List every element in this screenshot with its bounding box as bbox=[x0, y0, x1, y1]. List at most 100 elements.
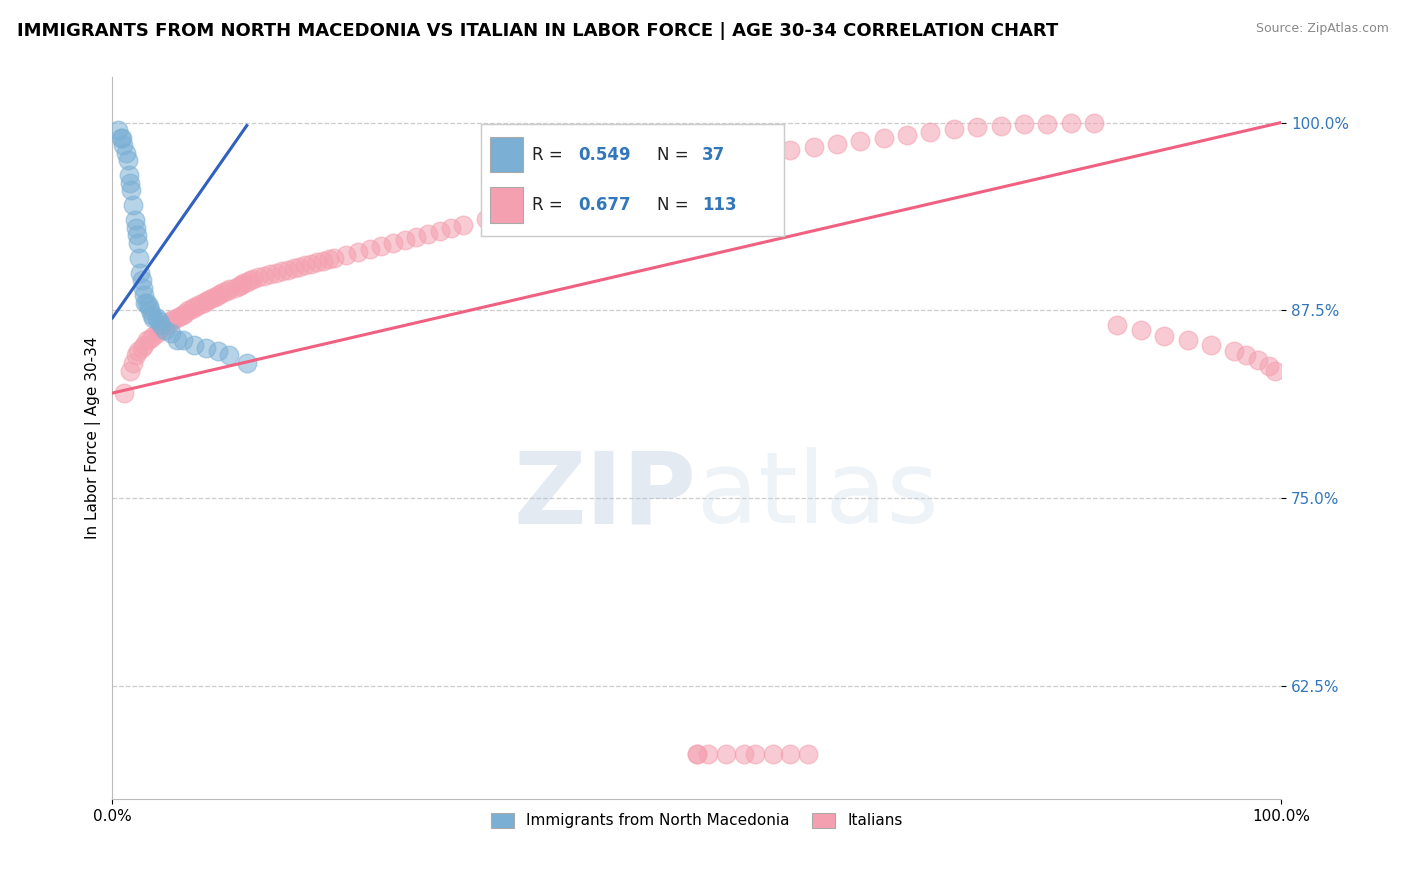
Point bbox=[797, 747, 820, 761]
Point bbox=[236, 275, 259, 289]
Point bbox=[394, 233, 416, 247]
Point bbox=[183, 301, 205, 315]
Point bbox=[416, 227, 439, 241]
Point bbox=[762, 747, 785, 761]
Point bbox=[215, 284, 238, 298]
Point bbox=[755, 145, 778, 160]
Point bbox=[118, 363, 141, 377]
Point bbox=[194, 294, 217, 309]
Point bbox=[499, 205, 522, 219]
Point bbox=[299, 257, 322, 271]
Point bbox=[132, 338, 155, 352]
Point bbox=[207, 288, 229, 302]
Point bbox=[546, 194, 568, 208]
Point bbox=[180, 301, 202, 316]
Point bbox=[172, 334, 194, 348]
Point bbox=[148, 323, 170, 337]
Point bbox=[146, 326, 169, 340]
Point bbox=[166, 310, 188, 325]
Point bbox=[714, 747, 737, 761]
Point bbox=[1107, 318, 1129, 333]
Point bbox=[1153, 329, 1175, 343]
Text: ZIP: ZIP bbox=[513, 448, 697, 544]
Point bbox=[568, 187, 591, 202]
Point bbox=[162, 312, 184, 326]
Point bbox=[733, 747, 755, 761]
Point bbox=[305, 255, 328, 269]
Point bbox=[294, 258, 316, 272]
Point bbox=[236, 356, 259, 370]
Point bbox=[1223, 343, 1246, 358]
Point bbox=[239, 273, 262, 287]
Point bbox=[323, 251, 346, 265]
Point bbox=[125, 228, 148, 243]
Point bbox=[111, 130, 134, 145]
Point bbox=[638, 169, 661, 184]
Point bbox=[139, 332, 162, 346]
Point bbox=[270, 264, 292, 278]
Point bbox=[125, 349, 148, 363]
Point bbox=[132, 288, 155, 302]
Point bbox=[264, 266, 287, 280]
Point bbox=[592, 181, 614, 195]
Point bbox=[990, 119, 1012, 133]
Point bbox=[118, 176, 141, 190]
Point bbox=[920, 124, 942, 138]
Point bbox=[169, 310, 191, 324]
Point bbox=[247, 270, 270, 285]
Point bbox=[172, 308, 194, 322]
Point bbox=[1177, 334, 1199, 348]
Point bbox=[218, 282, 240, 296]
Point bbox=[686, 747, 709, 761]
Point bbox=[229, 277, 252, 292]
Point bbox=[779, 747, 801, 761]
Point bbox=[335, 248, 357, 262]
Point bbox=[186, 299, 208, 313]
Point bbox=[288, 260, 311, 274]
Point bbox=[1083, 115, 1105, 129]
Text: atlas: atlas bbox=[697, 448, 938, 544]
Point bbox=[1264, 363, 1286, 377]
Point bbox=[139, 303, 162, 318]
Point bbox=[166, 334, 188, 348]
Point bbox=[131, 273, 153, 287]
Point bbox=[1012, 117, 1035, 131]
Point bbox=[132, 281, 155, 295]
Point bbox=[131, 341, 153, 355]
Point bbox=[242, 272, 264, 286]
Point bbox=[136, 296, 159, 310]
Point bbox=[896, 128, 918, 142]
Point bbox=[825, 136, 848, 151]
Point bbox=[440, 220, 463, 235]
Point bbox=[150, 318, 173, 333]
Point bbox=[118, 168, 141, 182]
Point bbox=[218, 349, 240, 363]
Point bbox=[803, 139, 825, 153]
Point bbox=[160, 314, 183, 328]
Point bbox=[124, 213, 146, 227]
Point bbox=[522, 200, 544, 214]
Point bbox=[616, 176, 638, 190]
Point bbox=[475, 211, 498, 226]
Text: IMMIGRANTS FROM NORTH MACEDONIA VS ITALIAN IN LABOR FORCE | AGE 30-34 CORRELATIO: IMMIGRANTS FROM NORTH MACEDONIA VS ITALI… bbox=[17, 22, 1059, 40]
Point bbox=[228, 279, 250, 293]
Point bbox=[134, 296, 156, 310]
Point bbox=[1247, 353, 1270, 368]
Point bbox=[183, 338, 205, 352]
Point bbox=[259, 268, 281, 282]
Point bbox=[173, 306, 195, 320]
Point bbox=[204, 290, 226, 304]
Point bbox=[359, 242, 381, 256]
Point bbox=[127, 343, 149, 358]
Point bbox=[347, 244, 370, 259]
Point bbox=[318, 252, 340, 267]
Point bbox=[107, 123, 129, 137]
Point bbox=[142, 329, 165, 343]
Point bbox=[120, 183, 142, 197]
Point bbox=[1234, 349, 1257, 363]
Point bbox=[115, 145, 138, 160]
Point bbox=[733, 148, 755, 162]
Point bbox=[662, 163, 685, 178]
Point bbox=[224, 281, 246, 295]
Point bbox=[1129, 323, 1152, 337]
